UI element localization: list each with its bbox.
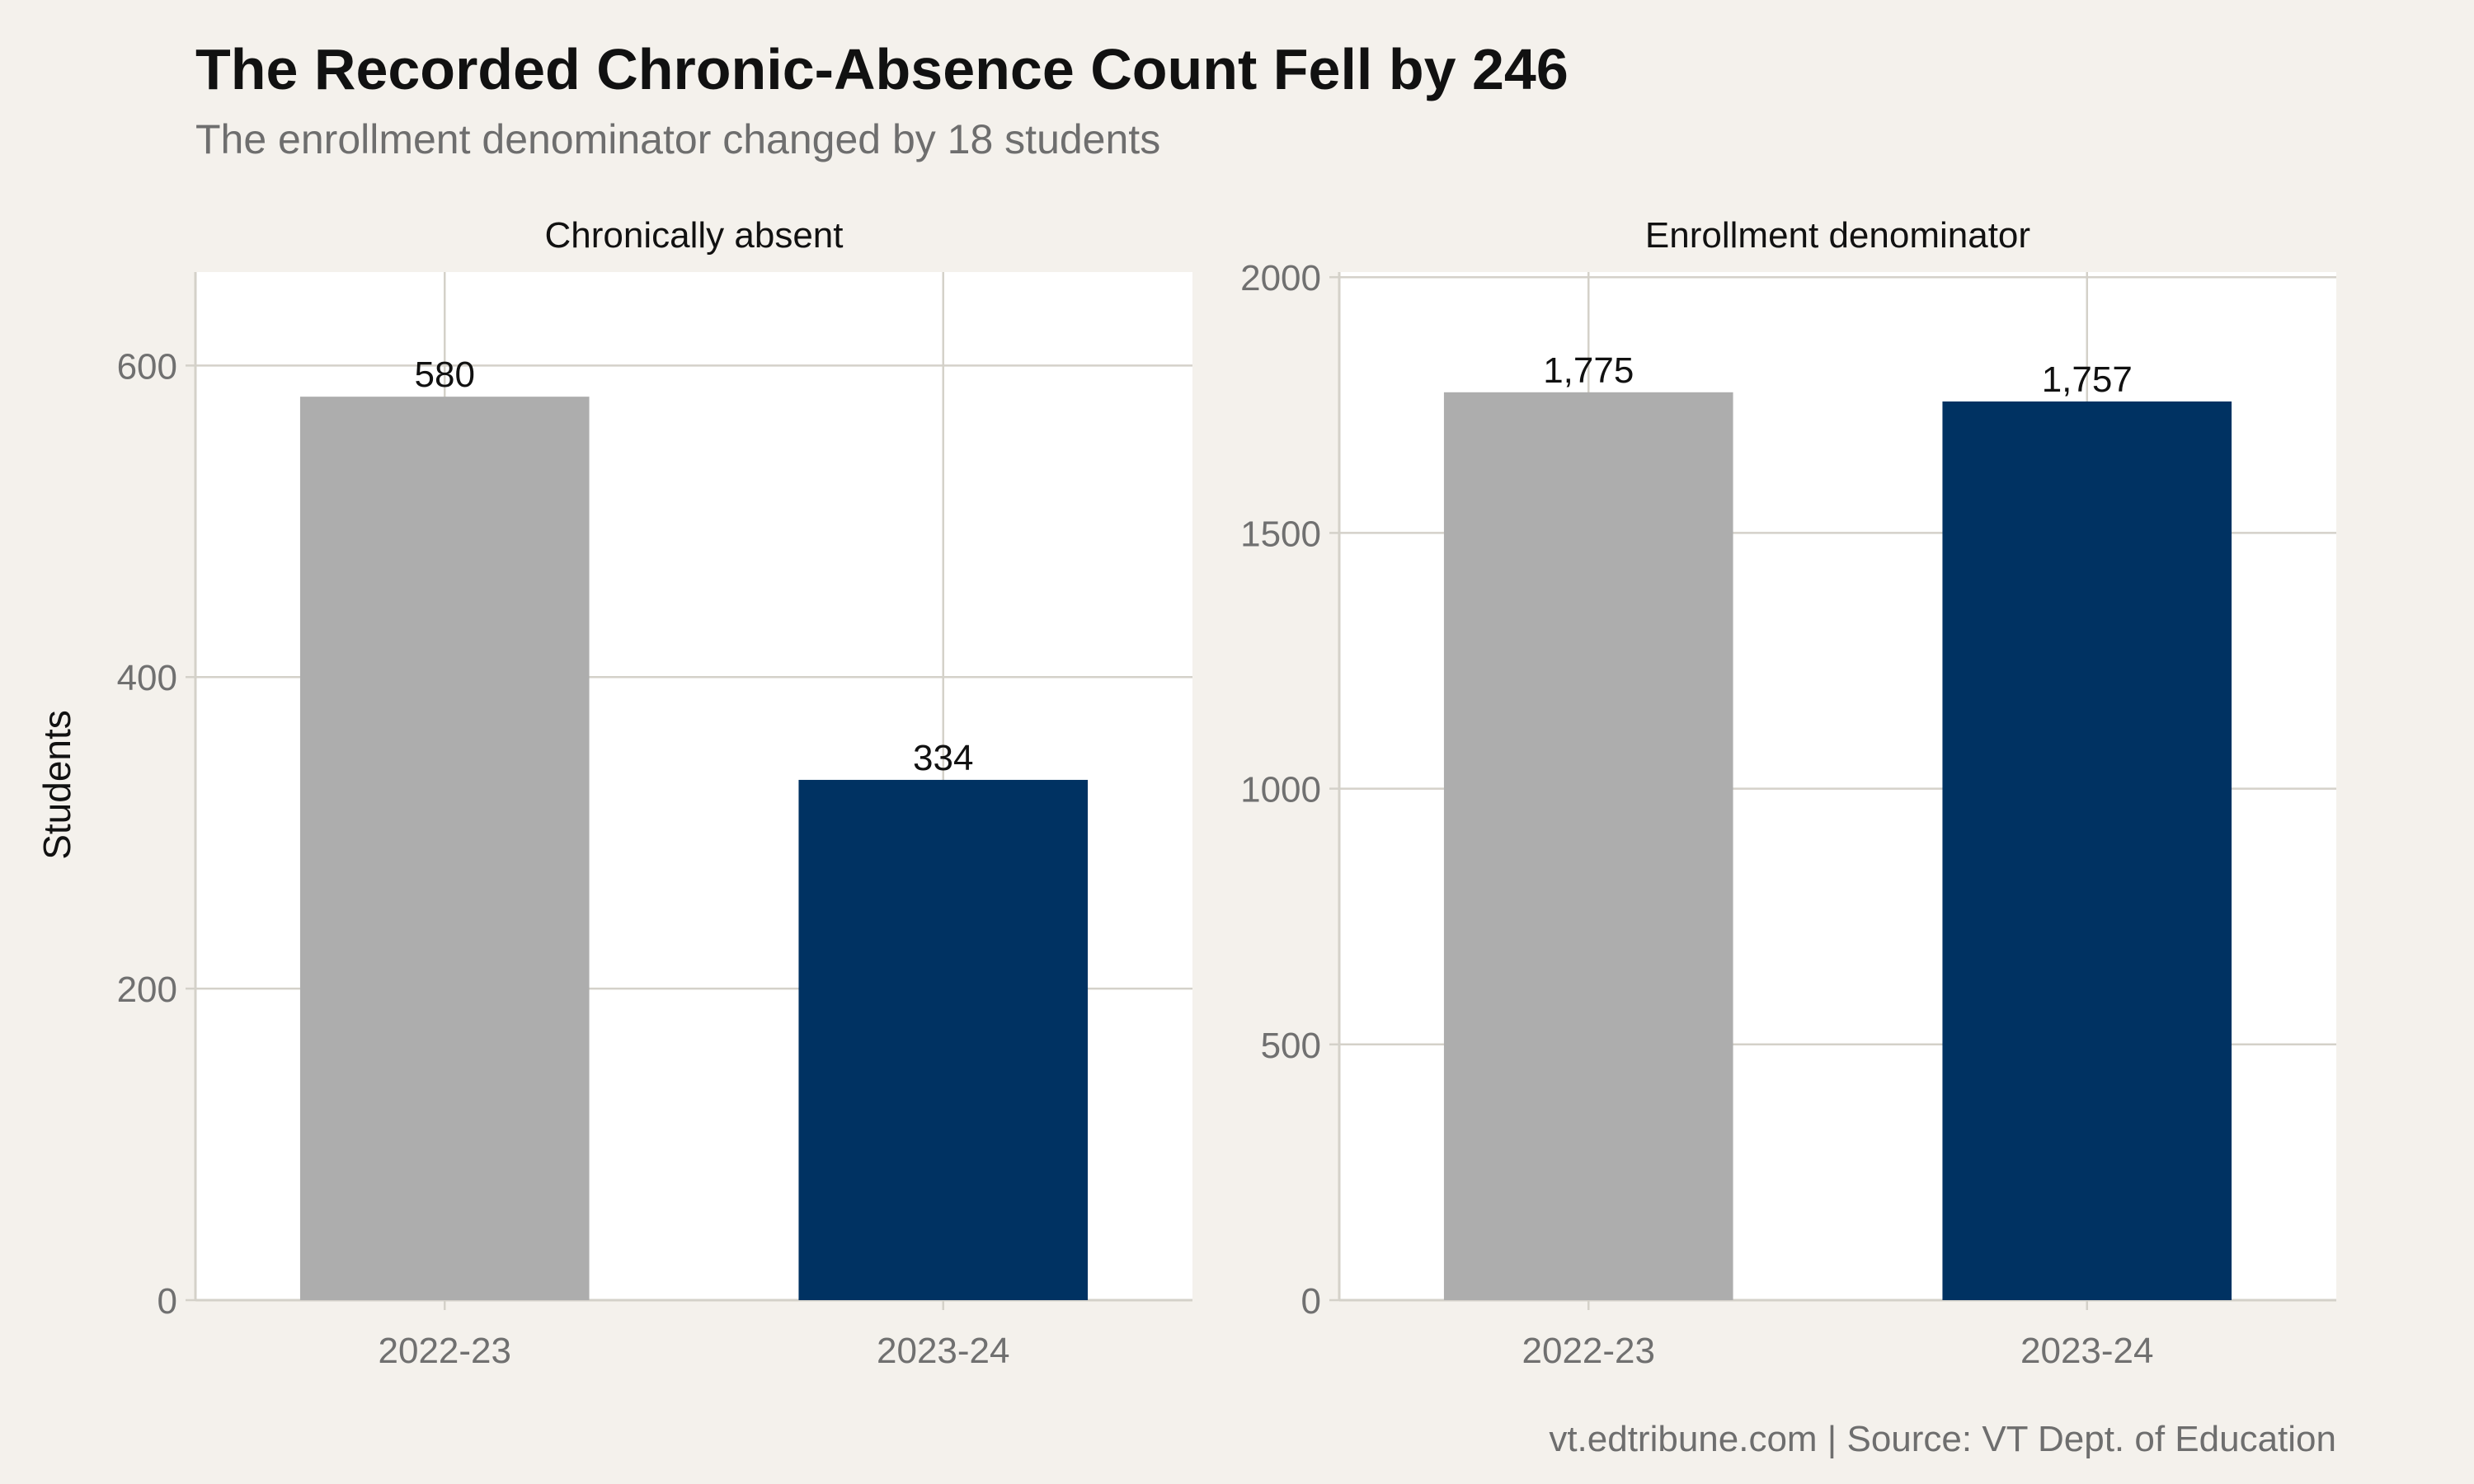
y-axis-title: Students xyxy=(35,710,78,860)
x-tick-label: 2022-23 xyxy=(379,1331,511,1371)
chart-subtitle: The enrollment denominator changed by 18… xyxy=(195,116,1160,162)
bar-value-label: 1,757 xyxy=(2042,359,2133,400)
bar-value-label: 1,775 xyxy=(1543,350,1634,391)
bar-2023-24 xyxy=(1942,401,2232,1300)
facet-label: Chronically absent xyxy=(545,215,844,256)
x-tick-label: 2022-23 xyxy=(1522,1331,1655,1371)
x-tick-label: 2023-24 xyxy=(2020,1331,2153,1371)
facet-label: Enrollment denominator xyxy=(1645,215,2030,256)
y-tick-label: 0 xyxy=(158,1281,177,1322)
y-tick-label: 0 xyxy=(1301,1281,1321,1322)
y-tick-label: 2000 xyxy=(1240,258,1321,298)
bar-2022-23 xyxy=(1443,392,1733,1301)
y-tick-label: 600 xyxy=(117,346,177,387)
x-tick-label: 2023-24 xyxy=(877,1331,1009,1371)
y-tick-label: 1500 xyxy=(1240,514,1321,554)
bar-value-label: 334 xyxy=(913,738,973,778)
y-tick-label: 500 xyxy=(1261,1026,1321,1066)
chart-title: The Recorded Chronic-Absence Count Fell … xyxy=(195,37,1569,101)
y-tick-label: 1000 xyxy=(1240,770,1321,810)
y-tick-label: 400 xyxy=(117,658,177,698)
facet-panels: Chronically absent 0 200 400 600 2022-23 2023-… xyxy=(117,215,2336,1371)
bar-value-label: 580 xyxy=(415,355,475,395)
chart-caption: vt.edtribune.com | Source: VT Dept. of E… xyxy=(1549,1419,2336,1459)
bar-2023-24 xyxy=(798,779,1089,1300)
y-tick-label: 200 xyxy=(117,970,177,1010)
bar-2022-23 xyxy=(299,397,590,1301)
